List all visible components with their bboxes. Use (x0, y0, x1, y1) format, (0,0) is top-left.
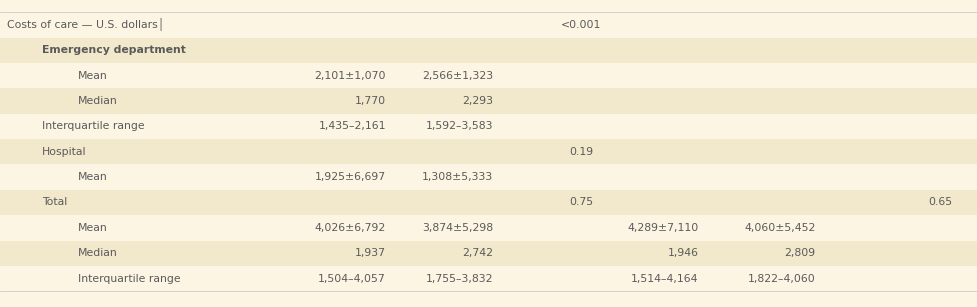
Text: 2,742: 2,742 (462, 248, 493, 258)
Bar (0, 114, 977, 139)
Bar (0, 38, 977, 63)
Text: Total: Total (42, 197, 67, 208)
Text: 1,755–3,832: 1,755–3,832 (426, 274, 493, 284)
Bar (0, 215, 977, 240)
Text: Interquartile range: Interquartile range (42, 121, 145, 131)
Text: 1,770: 1,770 (355, 96, 386, 106)
Text: 1,822–4,060: 1,822–4,060 (748, 274, 816, 284)
Text: 2,293: 2,293 (462, 96, 493, 106)
Bar (0, 139, 977, 165)
Text: 2,101±1,070: 2,101±1,070 (315, 71, 386, 81)
Text: Median: Median (78, 96, 118, 106)
Text: 1,925±6,697: 1,925±6,697 (315, 172, 386, 182)
Text: 4,289±7,110: 4,289±7,110 (627, 223, 699, 233)
Bar (0, 266, 977, 291)
Text: Interquartile range: Interquartile range (78, 274, 181, 284)
Text: Median: Median (78, 248, 118, 258)
Text: 2,809: 2,809 (785, 248, 816, 258)
Text: Mean: Mean (78, 172, 107, 182)
Text: Hospital: Hospital (42, 147, 87, 157)
Text: 1,504–4,057: 1,504–4,057 (319, 274, 386, 284)
Text: Mean: Mean (78, 223, 107, 233)
Bar (0, 63, 977, 88)
Text: Mean: Mean (78, 71, 107, 81)
Bar (0, 190, 977, 215)
Bar (0, 165, 977, 190)
Bar (0, 12, 977, 38)
Text: Emergency department: Emergency department (42, 45, 186, 55)
Text: 0.75: 0.75 (570, 197, 593, 208)
Text: Costs of care — U.S. dollars│: Costs of care — U.S. dollars│ (7, 18, 164, 32)
Text: 3,874±5,298: 3,874±5,298 (422, 223, 493, 233)
Text: 0.65: 0.65 (928, 197, 953, 208)
Text: 2,566±1,323: 2,566±1,323 (422, 71, 493, 81)
Text: 1,592–3,583: 1,592–3,583 (426, 121, 493, 131)
Text: 0.19: 0.19 (570, 147, 593, 157)
Text: 4,060±5,452: 4,060±5,452 (744, 223, 816, 233)
Text: 1,514–4,164: 1,514–4,164 (631, 274, 699, 284)
Text: 1,308±5,333: 1,308±5,333 (422, 172, 493, 182)
Text: 4,026±6,792: 4,026±6,792 (315, 223, 386, 233)
Text: <0.001: <0.001 (561, 20, 602, 30)
Text: 1,946: 1,946 (667, 248, 699, 258)
Bar (0, 240, 977, 266)
Bar (0, 88, 977, 114)
Text: 1,937: 1,937 (355, 248, 386, 258)
Text: 1,435–2,161: 1,435–2,161 (319, 121, 386, 131)
